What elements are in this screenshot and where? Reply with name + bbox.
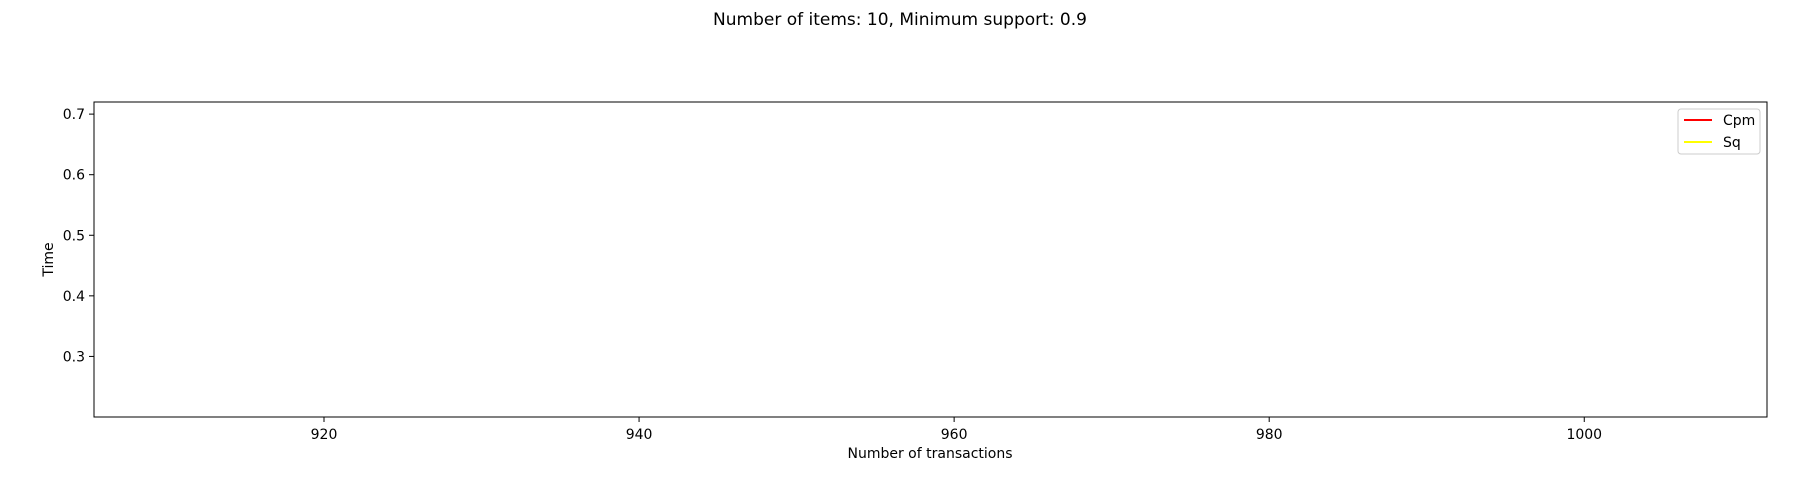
x-tick-label: 980 [1256, 427, 1283, 443]
plot-area [93, 101, 1768, 418]
x-tick-label: 960 [941, 427, 968, 443]
x-tick-label: 940 [626, 427, 653, 443]
y-tick-label: 0.3 [63, 349, 85, 365]
y-axis-label: Time [41, 242, 57, 277]
x-tick-label: 1000 [1566, 427, 1602, 443]
y-tick-label: 0.5 [63, 228, 85, 244]
legend: Cpm Sq [1677, 108, 1761, 155]
chart-title: Number of items: 10, Minimum support: 0.… [713, 10, 1087, 30]
x-axis-label: Number of transactions [847, 446, 1012, 462]
y-tick-label: 0.4 [63, 289, 85, 305]
legend-label-cpm: Cpm [1723, 113, 1755, 129]
y-axis-ticks: 0.3 0.4 0.5 0.6 0.7 [63, 107, 94, 365]
y-tick-label: 0.6 [63, 168, 85, 184]
x-tick-label: 920 [311, 427, 338, 443]
legend-label-sq: Sq [1723, 135, 1741, 151]
x-axis-ticks: 920 940 960 980 1000 [311, 417, 1602, 443]
y-tick-label: 0.7 [63, 107, 85, 123]
